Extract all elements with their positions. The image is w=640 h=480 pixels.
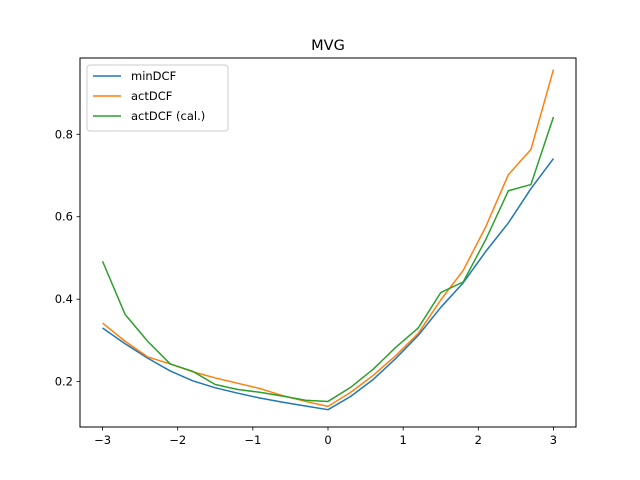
x-tick-label: −3 [94,433,111,447]
x-axis: −3 −2 −1 0 1 2 3 [94,427,557,447]
x-tick-label: 1 [399,433,406,447]
chart-title: MVG [311,38,345,54]
x-tick-label: −2 [169,433,186,447]
series-line-0 [102,158,555,411]
plot-lines [101,69,555,411]
y-tick-label: 0.6 [55,210,73,224]
legend: minDCF actDCF actDCF (cal.) [86,64,229,132]
x-tick-label: 0 [324,433,331,447]
y-axis: 0.2 0.4 0.6 0.8 [55,127,80,389]
legend-label-0: minDCF [131,69,176,83]
series-line-2 [101,116,555,403]
legend-box [86,64,229,132]
y-tick-label: 0.8 [55,127,73,141]
legend-label-1: actDCF [131,89,172,103]
x-tick-label: 2 [475,433,482,447]
legend-label-2: actDCF (cal.) [131,109,205,123]
y-tick-label: 0.2 [55,375,73,389]
x-tick-label: −1 [244,433,261,447]
x-tick-label: 3 [550,433,557,447]
y-tick-label: 0.4 [55,292,73,306]
